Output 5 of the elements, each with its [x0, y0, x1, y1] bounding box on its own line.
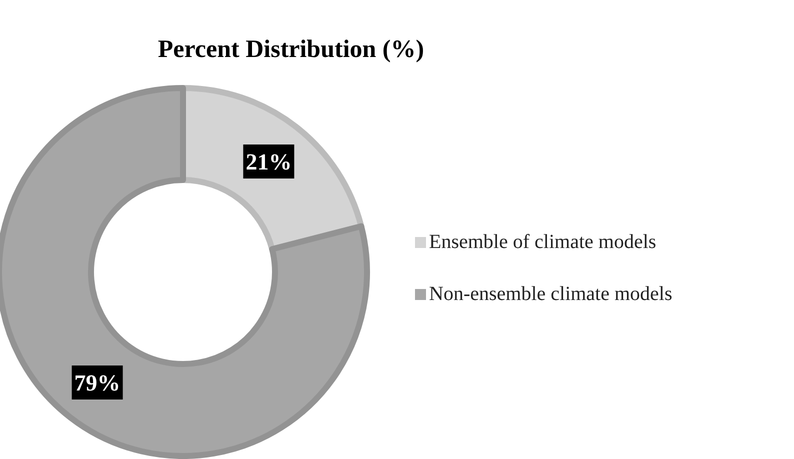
- data-label: 79%: [74, 370, 120, 396]
- chart-title: Percent Distribution (%): [158, 36, 424, 63]
- data-label: 21%: [246, 150, 292, 175]
- legend-label: Non-ensemble climate models: [429, 283, 672, 305]
- legend-label: Ensemble of climate models: [429, 231, 656, 253]
